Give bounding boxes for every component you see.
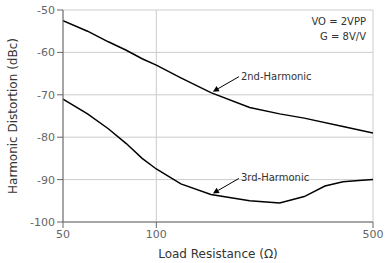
svg-text:500: 500 [363,228,381,241]
html-text:VO = 2VPP: VO = 2VPP [311,16,366,27]
svg-text:-60: -60 [37,46,55,59]
html-text:G = 8V/V: G = 8V/V [320,31,366,42]
svg-text:-80: -80 [37,131,55,144]
svg-text:Load Resistance (Ω): Load Resistance (Ω) [158,247,278,261]
svg-text:-50: -50 [37,4,55,17]
svg-text:3rd-Harmonic: 3rd-Harmonic [241,172,309,183]
svg-text:100: 100 [146,228,167,241]
svg-text:Harmonic Distortion (dBc): Harmonic Distortion (dBc) [8,38,20,194]
svg-text:-100: -100 [30,216,55,229]
svg-text:2nd-Harmonic: 2nd-Harmonic [241,71,312,82]
svg-text:50: 50 [56,228,70,241]
svg-text:-70: -70 [37,89,55,102]
svg-text:-90: -90 [37,174,55,187]
